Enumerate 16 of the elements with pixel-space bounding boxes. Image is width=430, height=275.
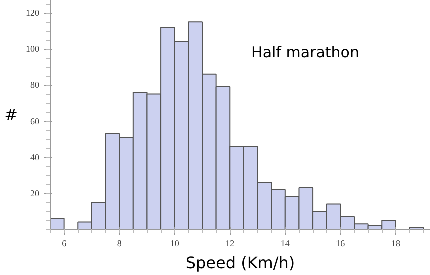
y-tick-label: 60 <box>30 116 40 126</box>
x-tick-label: 8 <box>117 238 122 248</box>
y-tick-label: 20 <box>30 188 40 198</box>
y-tick-label: 40 <box>30 152 40 162</box>
x-tick-label: 14 <box>280 238 290 248</box>
x-tick-label: 16 <box>336 238 346 248</box>
x-tick-label: 10 <box>170 238 180 248</box>
x-tick-label: 12 <box>226 238 235 248</box>
x-tick-label: 18 <box>391 238 401 248</box>
text: Half marathon <box>252 44 360 62</box>
y-tick-label: 80 <box>30 80 40 90</box>
y-tick-label: 100 <box>26 44 40 54</box>
x-tick-label: 6 <box>62 238 68 248</box>
y-tick-label: 120 <box>26 8 40 18</box>
y-axis-title: # <box>4 106 18 124</box>
x-axis-title: Speed (Km/h) <box>186 254 296 272</box>
